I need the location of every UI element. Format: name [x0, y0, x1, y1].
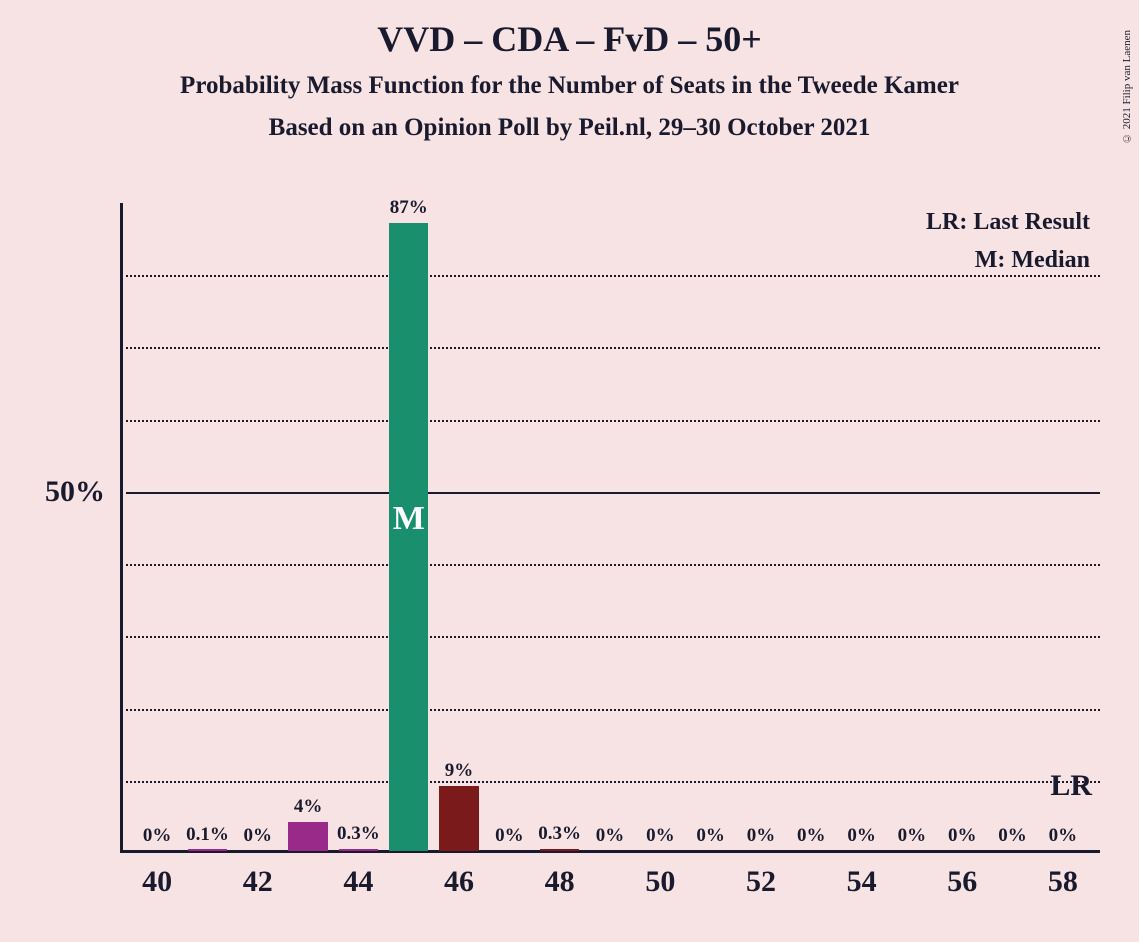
x-tick-label: 44: [343, 865, 373, 899]
gridline: [126, 347, 1100, 349]
x-tick-label: 54: [847, 865, 877, 899]
chart-subtitle-1: Probability Mass Function for the Number…: [0, 72, 1139, 100]
bar-value-label: 0%: [696, 825, 725, 847]
y-axis-label: 50%: [45, 475, 105, 509]
chart-title: VVD – CDA – FvD – 50+: [0, 18, 1139, 60]
bar-value-label: 0.3%: [538, 823, 581, 845]
median-marker: M: [393, 500, 425, 538]
bar-value-label: 4%: [294, 796, 323, 818]
x-tick-label: 48: [545, 865, 575, 899]
gridline: [126, 781, 1100, 783]
gridline: [126, 636, 1100, 638]
legend-m: M: Median: [926, 241, 1090, 279]
x-tick-label: 56: [947, 865, 977, 899]
chart-plot-area: LR: Last Result M: Median 50%0%0.1%0%4%0…: [120, 203, 1100, 853]
y-axis: [120, 203, 123, 853]
bar-value-label: 0%: [244, 825, 273, 847]
bar: [439, 786, 478, 851]
gridline-major: [126, 492, 1100, 494]
bar-value-label: 0.3%: [337, 823, 380, 845]
bar-value-label: 87%: [390, 197, 428, 219]
x-tick-label: 50: [645, 865, 675, 899]
gridline: [126, 420, 1100, 422]
bar-value-label: 0%: [747, 825, 776, 847]
x-tick-label: 46: [444, 865, 474, 899]
bar-value-label: 0%: [797, 825, 826, 847]
x-tick-label: 58: [1048, 865, 1078, 899]
bar-value-label: 0%: [998, 825, 1027, 847]
bar-value-label: 0%: [847, 825, 876, 847]
x-tick-label: 52: [746, 865, 776, 899]
bar: [540, 849, 579, 851]
bar-value-label: 0%: [143, 825, 172, 847]
bar: [188, 849, 227, 851]
x-tick-label: 42: [243, 865, 273, 899]
bar-value-label: 0%: [495, 825, 524, 847]
legend: LR: Last Result M: Median: [926, 203, 1090, 280]
gridline: [126, 275, 1100, 277]
bar-value-label: 9%: [445, 760, 474, 782]
bar-value-label: 0%: [596, 825, 625, 847]
copyright-text: © 2021 Filip van Laenen: [1121, 30, 1133, 144]
chart-subtitle-2: Based on an Opinion Poll by Peil.nl, 29–…: [0, 114, 1139, 142]
gridline: [126, 709, 1100, 711]
bar-value-label: 0%: [948, 825, 977, 847]
legend-lr: LR: Last Result: [926, 203, 1090, 241]
bar: [288, 822, 327, 851]
bar-value-label: 0%: [1049, 825, 1078, 847]
gridline: [126, 564, 1100, 566]
bar-value-label: 0%: [898, 825, 927, 847]
lr-marker: LR: [1050, 769, 1092, 803]
x-axis: [120, 850, 1100, 853]
x-tick-label: 40: [142, 865, 172, 899]
bar-value-label: 0.1%: [186, 824, 229, 846]
bar-value-label: 0%: [646, 825, 675, 847]
bar: [339, 849, 378, 851]
